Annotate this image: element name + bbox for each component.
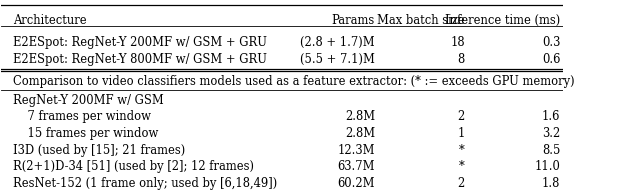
Text: 18: 18 <box>450 36 465 49</box>
Text: 63.7M: 63.7M <box>337 160 375 173</box>
Text: E2ESpot: RegNet-Y 800MF w/ GSM + GRU: E2ESpot: RegNet-Y 800MF w/ GSM + GRU <box>13 53 267 66</box>
Text: ResNet-152 (1 frame only; used by [6,18,49]): ResNet-152 (1 frame only; used by [6,18,… <box>13 177 277 190</box>
Text: (5.5 + 7.1)M: (5.5 + 7.1)M <box>300 53 375 66</box>
Text: 8: 8 <box>458 53 465 66</box>
Text: (2.8 + 1.7)M: (2.8 + 1.7)M <box>300 36 375 49</box>
Text: 11.0: 11.0 <box>534 160 560 173</box>
Text: 2: 2 <box>458 110 465 123</box>
Text: 2.8M: 2.8M <box>345 110 375 123</box>
Text: R(2+1)D-34 [51] (used by [2]; 12 frames): R(2+1)D-34 [51] (used by [2]; 12 frames) <box>13 160 253 173</box>
Text: 3.2: 3.2 <box>542 127 560 140</box>
Text: Architecture: Architecture <box>13 14 86 27</box>
Text: RegNet-Y 200MF w/ GSM: RegNet-Y 200MF w/ GSM <box>13 94 163 107</box>
Text: 60.2M: 60.2M <box>337 177 375 190</box>
Text: Comparison to video classifiers models used as a feature extractor: (* := exceed: Comparison to video classifiers models u… <box>13 75 574 88</box>
Text: 1.6: 1.6 <box>542 110 560 123</box>
Text: 15 frames per window: 15 frames per window <box>13 127 158 140</box>
Text: Inference time (ms): Inference time (ms) <box>445 14 560 27</box>
Text: 1.8: 1.8 <box>542 177 560 190</box>
Text: *: * <box>459 144 465 157</box>
Text: Params: Params <box>332 14 375 27</box>
Text: 7 frames per window: 7 frames per window <box>13 110 150 123</box>
Text: Max batch size: Max batch size <box>377 14 465 27</box>
Text: 2: 2 <box>458 177 465 190</box>
Text: 12.3M: 12.3M <box>337 144 375 157</box>
Text: 0.6: 0.6 <box>542 53 560 66</box>
Text: E2ESpot: RegNet-Y 200MF w/ GSM + GRU: E2ESpot: RegNet-Y 200MF w/ GSM + GRU <box>13 36 267 49</box>
Text: 1: 1 <box>458 127 465 140</box>
Text: 8.5: 8.5 <box>542 144 560 157</box>
Text: *: * <box>459 160 465 173</box>
Text: 0.3: 0.3 <box>542 36 560 49</box>
Text: 2.8M: 2.8M <box>345 127 375 140</box>
Text: I3D (used by [15]; 21 frames): I3D (used by [15]; 21 frames) <box>13 144 185 157</box>
